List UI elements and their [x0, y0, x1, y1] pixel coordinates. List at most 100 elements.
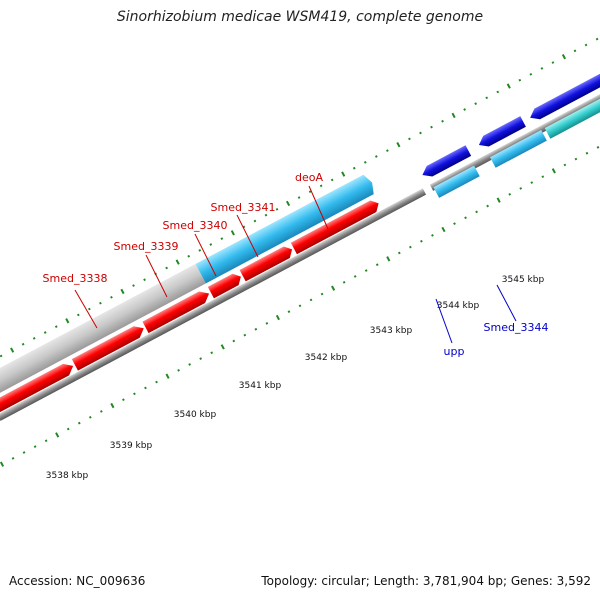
outer-tick: [285, 200, 291, 207]
outer-tick: [264, 213, 268, 217]
label-smed-3341[interactable]: Smed_3341: [211, 201, 276, 214]
backbone-left: [0, 188, 427, 421]
inner-tick: [441, 226, 446, 233]
inner-tick: [409, 245, 412, 249]
outer-tick: [506, 83, 511, 89]
inner-tick: [298, 304, 302, 308]
outer-tick: [120, 288, 125, 295]
outer-tick: [275, 207, 279, 211]
inner-tick: [66, 427, 70, 431]
label-upp[interactable]: upp: [444, 345, 465, 358]
label-smed-3339[interactable]: Smed_3339: [114, 240, 179, 253]
gene-smed-3338[interactable]: [0, 298, 142, 399]
inner-tick: [320, 292, 324, 296]
label-smed-3344[interactable]: Smed_3344: [484, 321, 549, 334]
inner-tick: [243, 333, 247, 337]
outer-tick: [99, 301, 102, 305]
cds-forward-4[interactable]: [207, 271, 244, 299]
inner-tick: [165, 373, 170, 379]
leader-smed-3341: [236, 214, 259, 258]
scale-label-3543: 3543 kbp: [370, 326, 413, 336]
inner-tick: [530, 181, 534, 184]
outer-tick: [529, 72, 533, 76]
label-leaders: [74, 185, 517, 344]
outer-tick: [132, 284, 135, 287]
cds-forward-6[interactable]: [290, 198, 382, 255]
inner-tick: [496, 197, 501, 203]
leader-smed-3339: [145, 254, 168, 298]
scale-label-3539: 3539 kbp: [110, 441, 153, 451]
outer-tick: [451, 112, 456, 119]
cds-forward-3[interactable]: [142, 288, 212, 334]
label-smed-3340[interactable]: Smed_3340: [163, 219, 228, 232]
tick-row-outer: [0, 37, 599, 358]
cds-forward-1[interactable]: [0, 360, 76, 414]
outer-tick: [187, 254, 191, 258]
gene-smed-3341[interactable]: [276, 198, 330, 241]
inner-tick: [254, 327, 258, 331]
inner-tick: [386, 256, 391, 262]
inner-tick: [551, 168, 556, 174]
outer-tick: [374, 155, 378, 158]
inner-tick: [99, 410, 103, 413]
inner-tick: [453, 222, 456, 225]
scale-label-3545: 3545 kbp: [502, 275, 545, 285]
cds-forward-2[interactable]: [71, 323, 147, 371]
outer-tick: [551, 61, 555, 64]
scale-label-3538: 3538 kbp: [46, 471, 89, 481]
inner-tick: [177, 368, 180, 372]
inner-tick: [275, 314, 280, 321]
inner-tick: [188, 363, 191, 366]
scale-label-3542: 3542 kbp: [305, 353, 348, 363]
leader-smed-3344: [496, 284, 517, 322]
inner-tick: [33, 445, 37, 448]
gene-smed-3344[interactable]: [489, 129, 547, 168]
gene-deoa[interactable]: [315, 173, 378, 220]
outer-tick: [209, 243, 213, 246]
label-deoa[interactable]: deoA: [295, 171, 323, 184]
label-smed-3338[interactable]: Smed_3338: [43, 272, 108, 285]
backbone-right: [429, 76, 600, 191]
scale-label-3541: 3541 kbp: [239, 381, 282, 391]
gene-smed-3339[interactable]: [128, 262, 210, 319]
inner-tick: [88, 415, 92, 419]
outer-tick: [496, 90, 500, 94]
outer-tick: [10, 347, 15, 353]
outer-tick: [175, 259, 180, 265]
leader-deoa: [308, 185, 329, 230]
inner-tick: [563, 163, 567, 167]
inner-tick: [420, 239, 423, 243]
inner-tick: [464, 216, 467, 220]
outer-tick: [297, 196, 301, 199]
outer-tick: [0, 354, 3, 358]
outer-tick: [110, 295, 113, 299]
cds-forward-5[interactable]: [239, 244, 296, 282]
inner-tick: [0, 461, 5, 467]
cds-reverse-1[interactable]: [420, 145, 472, 180]
cds-reverse-3[interactable]: [527, 60, 600, 123]
outer-tick: [485, 96, 489, 100]
outer-tick: [386, 149, 389, 152]
map-title: Sinorhizobium medicae WSM419, complete g…: [116, 9, 484, 25]
cds-reverse-2[interactable]: [476, 116, 526, 150]
inner-tick: [596, 145, 600, 149]
gene-upp[interactable]: [433, 165, 480, 198]
gene-teal-block[interactable]: [544, 80, 600, 139]
outer-tick: [319, 184, 323, 188]
inner-tick: [265, 322, 269, 325]
inner-tick: [232, 339, 236, 343]
scale-label-3540: 3540 kbp: [174, 410, 217, 420]
gene-smed-3340[interactable]: [195, 219, 291, 284]
outer-tick: [341, 171, 346, 177]
outer-tick: [330, 178, 334, 182]
inner-tick: [541, 175, 545, 179]
inner-tick: [342, 280, 346, 284]
inner-tick: [397, 251, 401, 255]
outer-tick: [419, 131, 422, 135]
inner-tick: [364, 269, 368, 272]
inner-tick: [133, 392, 136, 396]
leader-smed-3338: [74, 289, 98, 329]
inner-tick: [309, 298, 313, 302]
